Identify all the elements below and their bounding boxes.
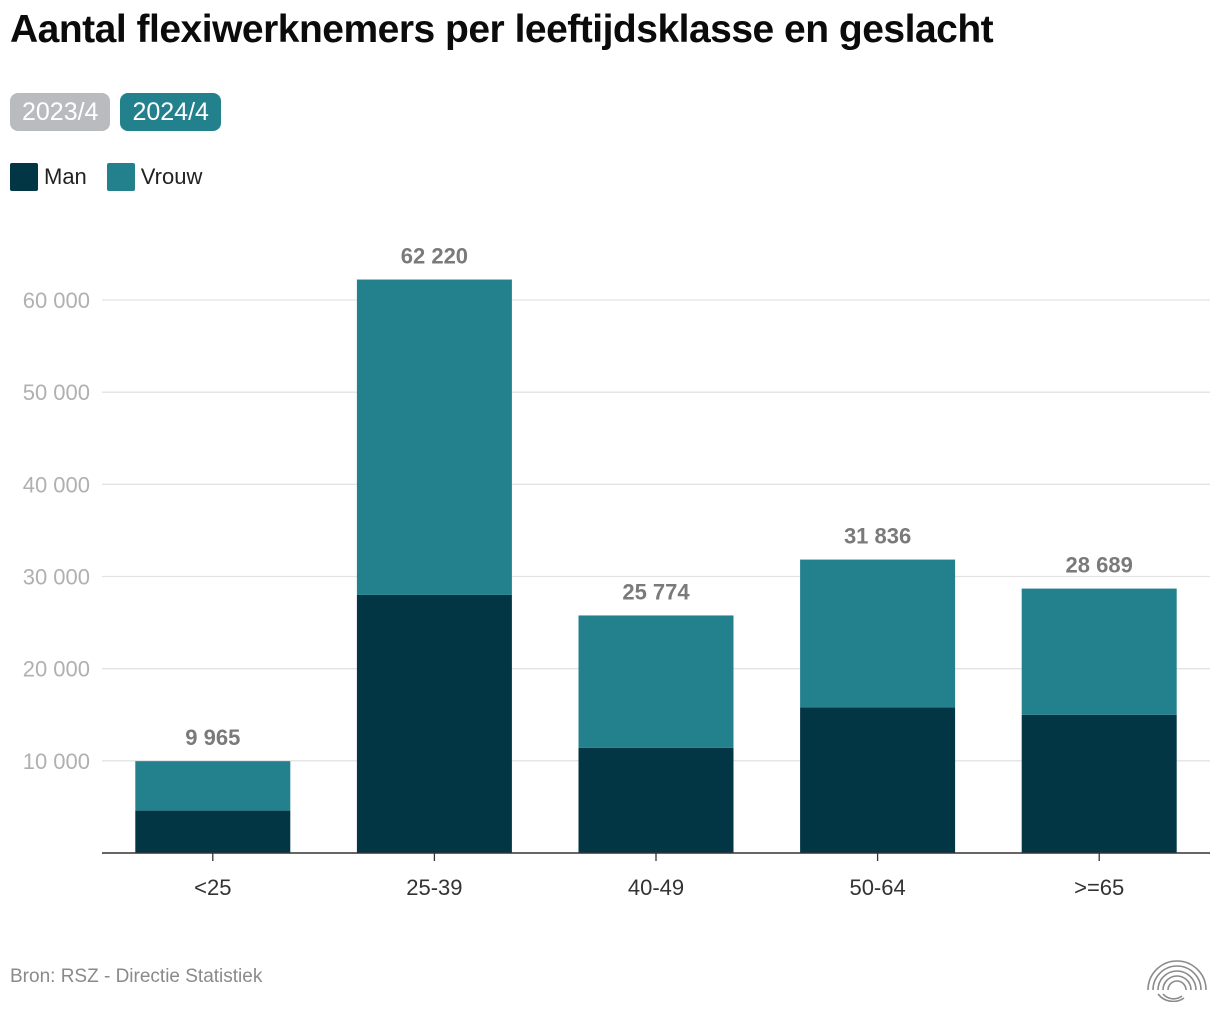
bar-man [356,594,512,853]
stacked-bar-chart: 10 000 20 000 30 000 40 000 50 000 60 000 9 96… [23,244,1210,900]
bar-vrouw [1021,588,1177,715]
chart-legend: Man Vrouw [10,163,222,191]
x-tick-label: >=65 [1074,875,1124,900]
y-tick-label: 50 000 [23,380,90,405]
bar-man [578,747,734,853]
bar-total-label: 25 774 [622,579,690,604]
bar-man [135,810,291,853]
x-tick-label: 50-64 [849,875,905,900]
legend-item-vrouw: Vrouw [106,163,203,191]
bar-total-label: 62 220 [401,244,468,269]
bar-total-label: 9 965 [185,725,240,750]
chart-title: Aantal flexiwerknemers per leeftijdsklas… [10,8,994,51]
y-tick-label: 40 000 [23,472,90,497]
concentric-arcs-logo-icon [1147,960,1207,1002]
y-tick-label: 20 000 [23,657,90,682]
legend-swatch-vrouw [106,163,135,191]
bar-vrouw [578,615,734,748]
bar-vrouw [356,279,512,595]
legend-swatch-man [10,163,38,191]
y-tick-label: 10 000 [23,749,90,774]
x-tick-label: <25 [194,875,231,900]
bar-vrouw [800,559,956,708]
source-note: Bron: RSZ - Directie Statistiek [10,966,263,987]
legend-label-man: Man [44,164,87,189]
bar-man [800,707,956,853]
period-toggle-2023-4[interactable]: 2023/4 [10,93,111,131]
x-tick-label: 40-49 [628,875,684,900]
y-tick-label: 60 000 [23,288,90,313]
legend-item-man: Man [10,163,87,191]
y-tick-label: 30 000 [23,565,90,590]
period-toggle-group: 2023/4 2024/4 [10,93,221,131]
bar-vrouw [135,761,291,811]
bar-total-label: 31 836 [844,524,911,549]
legend-label-vrouw: Vrouw [140,164,203,189]
bar-man [1021,714,1177,853]
period-toggle-2024-4[interactable]: 2024/4 [120,93,221,131]
bar-total-label: 28 689 [1066,553,1133,578]
x-tick-label: 25-39 [406,875,462,900]
